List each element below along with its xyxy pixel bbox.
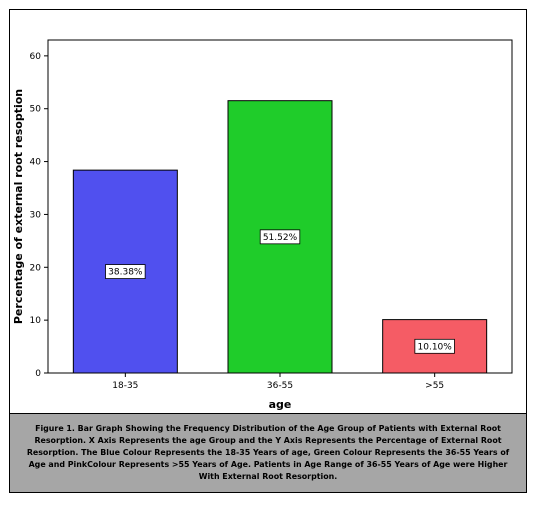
x-tick-label: >55: [425, 381, 444, 391]
y-tick-label: 30: [30, 210, 42, 220]
y-tick-label: 40: [30, 158, 42, 168]
y-axis-title: Percentage of external root resoption: [12, 89, 25, 324]
y-tick-label: 10: [30, 316, 42, 326]
x-axis-title: age: [269, 398, 292, 411]
y-axis-ticks: 0 10 20 30 40 50 60: [30, 52, 48, 379]
y-tick-label: 20: [30, 263, 42, 273]
data-label-box: [105, 264, 146, 279]
bars-group: 38.38% 51.52% 10.10%: [72, 100, 488, 374]
y-tick-label: 50: [30, 105, 42, 115]
figure-caption: Figure 1. Bar Graph Showing the Frequenc…: [9, 413, 527, 493]
y-tick-label: 0: [35, 369, 41, 379]
data-label-box: [414, 338, 455, 354]
data-label: 10.10%: [418, 342, 453, 352]
y-tick-label: 60: [30, 52, 42, 62]
x-axis-ticks: 18-35 36-55 >55: [112, 373, 444, 391]
caption-text: Figure 1. Bar Graph Showing the Frequenc…: [26, 424, 510, 481]
data-label: 38.38%: [108, 268, 143, 278]
x-tick-label: 36-55: [267, 381, 293, 391]
data-label-box: [259, 229, 301, 245]
data-label: 51.52%: [263, 233, 298, 243]
x-tick-label: 18-35: [112, 381, 138, 391]
